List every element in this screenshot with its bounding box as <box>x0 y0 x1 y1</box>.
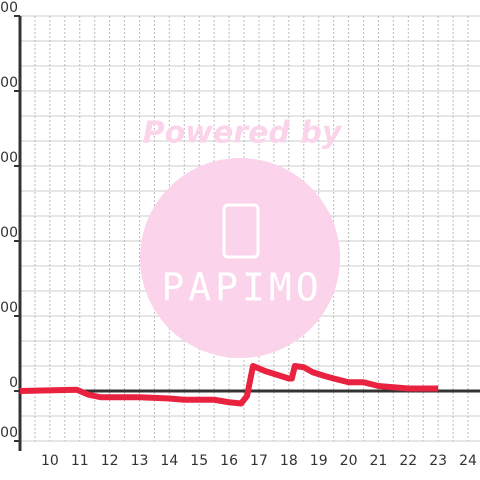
x-tick-label: 18 <box>280 453 298 469</box>
x-tick-label: 17 <box>250 453 268 469</box>
x-tick-label: 15 <box>190 453 208 469</box>
watermark: Powered by PAPIMO <box>140 116 343 358</box>
x-tick-label: 21 <box>370 453 388 469</box>
y-tick-label: 90,000 <box>0 150 18 166</box>
x-tick-label: 20 <box>340 453 358 469</box>
x-tick-label: 19 <box>310 453 328 469</box>
watermark-text: Powered by <box>143 116 343 151</box>
x-tick-label: 24 <box>459 453 477 469</box>
x-tick-label: 14 <box>160 453 178 469</box>
y-tick-label: 0 <box>9 375 18 391</box>
x-tick-label: 10 <box>41 453 59 469</box>
watermark-logo: PAPIMO <box>161 266 322 310</box>
line <box>19 363 439 407</box>
x-tick-label: 22 <box>399 453 417 469</box>
plot: -20,000 0 30,000 60,000 90,000 120,000 150,000… <box>0 0 480 469</box>
y-tick-label: 150,000 <box>0 0 18 16</box>
x-tick-label: 23 <box>429 453 447 469</box>
x-tick-label: 12 <box>101 453 119 469</box>
y-tick-label: -20,000 <box>0 425 18 441</box>
y-tick-label: 60,000 <box>0 225 18 241</box>
x-tick-label: 11 <box>71 453 89 469</box>
y-tick-label: 120,000 <box>0 75 18 91</box>
watermark-phone <box>222 203 260 259</box>
y-tick-label: 30,000 <box>0 300 18 316</box>
x-tick-label: 13 <box>131 453 149 469</box>
x-tick-label: 16 <box>220 453 238 469</box>
